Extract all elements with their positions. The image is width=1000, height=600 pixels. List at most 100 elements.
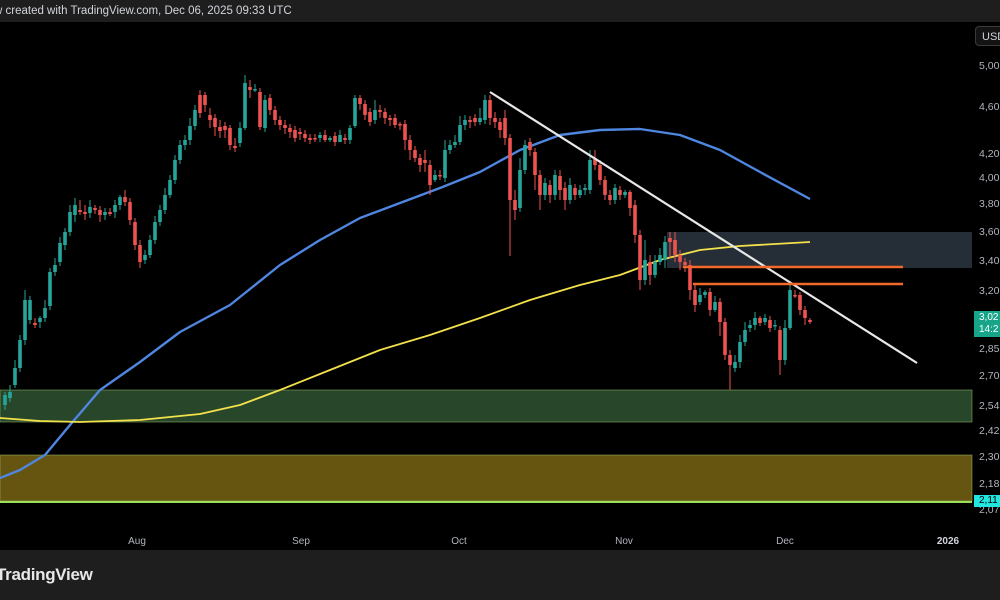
candle-body bbox=[43, 308, 47, 318]
candle-body bbox=[173, 160, 177, 180]
price-tick-label: 2,07 bbox=[979, 504, 1000, 516]
candle-body bbox=[693, 290, 697, 305]
candle-body bbox=[708, 292, 712, 310]
candle-body bbox=[53, 265, 57, 272]
candle-body bbox=[298, 132, 302, 134]
candle-body bbox=[738, 342, 742, 362]
candle-body bbox=[608, 195, 612, 200]
candle-body bbox=[348, 128, 352, 140]
candle-body bbox=[443, 150, 447, 178]
candle-body bbox=[803, 310, 807, 318]
candle-body bbox=[213, 118, 217, 127]
candle-body bbox=[468, 120, 472, 122]
trendline bbox=[489, 91, 918, 364]
candle-body bbox=[248, 87, 252, 90]
candle-body bbox=[553, 175, 557, 195]
candle-body bbox=[188, 126, 192, 140]
candle-body bbox=[413, 150, 417, 158]
candle-body bbox=[63, 232, 67, 245]
ma-blue-line bbox=[0, 127, 811, 480]
candle-body bbox=[328, 138, 332, 140]
candle-body bbox=[433, 175, 437, 180]
candle-body bbox=[168, 180, 172, 195]
candle-body bbox=[618, 190, 622, 195]
candle-body bbox=[653, 262, 657, 275]
candle-body bbox=[538, 175, 542, 195]
price-tick-label: 4,00 bbox=[979, 172, 1000, 184]
candle-body bbox=[683, 262, 687, 265]
tradingview-logo: TradingView bbox=[0, 565, 93, 584]
candle-body bbox=[593, 158, 597, 165]
price-tick-label: 2,30 bbox=[979, 451, 1000, 463]
candle-body bbox=[728, 355, 732, 365]
candle-body bbox=[58, 243, 62, 262]
candle-body bbox=[588, 160, 592, 190]
candle-body bbox=[343, 138, 347, 140]
candle-body bbox=[513, 200, 517, 210]
price-tick-label: 2,42 bbox=[979, 425, 1000, 437]
candle-body bbox=[8, 392, 12, 398]
candle-body bbox=[448, 145, 452, 150]
candle-body bbox=[18, 340, 22, 368]
candle-body bbox=[123, 197, 127, 202]
last-price-badge: 3,02 14:2 bbox=[974, 311, 1000, 337]
candle-body bbox=[363, 104, 367, 115]
support-zone-olive bbox=[0, 454, 973, 502]
candle-body bbox=[533, 152, 537, 175]
candle-body bbox=[648, 262, 652, 275]
time-tick-label: 2026 bbox=[936, 536, 960, 547]
candle-body bbox=[338, 135, 342, 142]
candle-body bbox=[638, 235, 642, 280]
price-chart[interactable] bbox=[0, 0, 1000, 550]
candle-body bbox=[428, 165, 432, 185]
candle-body bbox=[378, 110, 382, 112]
support-zone-green bbox=[0, 389, 973, 423]
candle-body bbox=[643, 260, 647, 280]
candle-body bbox=[793, 295, 797, 297]
support-level-tag: 2,11 bbox=[974, 495, 1000, 507]
candle-body bbox=[768, 320, 772, 328]
candle-body bbox=[13, 368, 17, 385]
candle-body bbox=[78, 210, 82, 212]
candle-body bbox=[253, 89, 257, 91]
candle-body bbox=[218, 127, 222, 131]
candle-body bbox=[523, 145, 527, 170]
candle-body bbox=[488, 100, 492, 118]
candle-body bbox=[748, 325, 752, 328]
candle-body bbox=[558, 176, 562, 190]
candle-body bbox=[528, 142, 532, 150]
candle-body bbox=[228, 128, 232, 145]
candle-body bbox=[453, 142, 457, 145]
candle-body bbox=[353, 98, 357, 126]
candle-body bbox=[563, 188, 567, 200]
price-tick-label: 3,60 bbox=[979, 226, 1000, 238]
candle-body bbox=[583, 188, 587, 190]
candle-body bbox=[313, 138, 317, 140]
candle-body bbox=[723, 322, 727, 355]
candle-body bbox=[758, 318, 762, 323]
candle-body bbox=[438, 175, 442, 177]
price-tick-label: 4,60 bbox=[979, 101, 1000, 113]
candle-body bbox=[198, 95, 202, 113]
candle-body bbox=[508, 138, 512, 200]
candle-body bbox=[193, 110, 197, 126]
candle-body bbox=[743, 330, 747, 342]
candle-body bbox=[423, 160, 427, 163]
candle-body bbox=[713, 302, 717, 310]
candle-body bbox=[388, 118, 392, 120]
candle-body bbox=[778, 330, 782, 360]
candle-body bbox=[263, 100, 267, 128]
candle-body bbox=[163, 195, 167, 210]
candle-body bbox=[543, 183, 547, 195]
candle-body bbox=[498, 122, 502, 130]
candle-body bbox=[333, 136, 337, 142]
candle-body bbox=[788, 290, 792, 328]
candle-body bbox=[243, 83, 247, 128]
candle-body bbox=[183, 140, 187, 145]
candle-body bbox=[673, 240, 677, 255]
candle-body bbox=[148, 240, 152, 255]
candle-body bbox=[808, 320, 812, 322]
price-tick-label: 2,70 bbox=[979, 370, 1000, 382]
currency-button[interactable]: USD bbox=[975, 26, 1000, 46]
candle-body bbox=[203, 95, 207, 105]
